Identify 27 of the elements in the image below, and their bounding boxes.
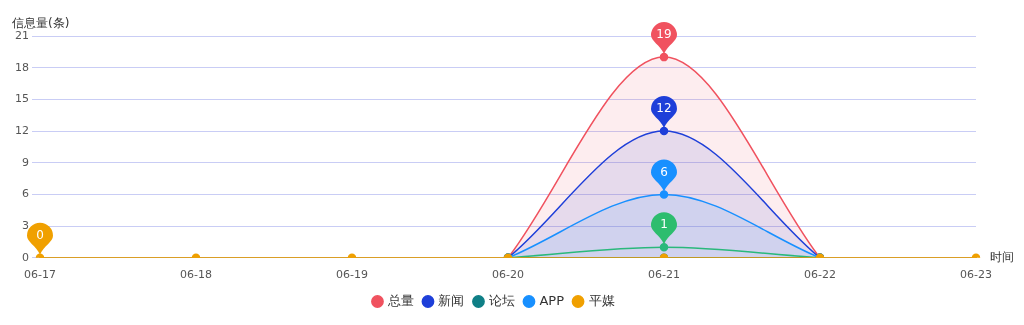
data-label: 6 [660, 164, 668, 179]
y-tick-label: 18 [15, 60, 29, 74]
y-tick-label: 15 [15, 92, 29, 106]
legend-label: 论坛 [488, 292, 515, 308]
y-tick-label: 9 [22, 155, 29, 169]
data-label: 19 [656, 27, 672, 42]
x-tick-label: 06-17 [24, 268, 56, 282]
x-tick-label: 06-18 [180, 268, 212, 282]
x-tick-label: 06-20 [492, 268, 524, 282]
x-tick-label: 06-22 [804, 268, 836, 282]
legend-label: 平媒 [588, 292, 615, 308]
y-tick-label: 3 [22, 218, 29, 232]
data-label: 12 [656, 101, 672, 116]
legend-label: APP [539, 292, 565, 308]
y-tick-label: 6 [22, 187, 29, 201]
legend-label: 新闻 [438, 292, 465, 308]
x-tick-label: 06-21 [648, 268, 680, 282]
y-axis-title: 信息量(条) [12, 16, 70, 31]
legend-label: 总量 [386, 292, 414, 308]
data-label: 1 [660, 217, 668, 232]
data-label: 0 [36, 227, 44, 242]
y-tick-label: 21 [15, 28, 29, 42]
y-tick-label: 12 [15, 123, 29, 137]
x-tick-label: 06-19 [336, 268, 368, 282]
y-tick-label: 0 [22, 250, 29, 264]
x-axis-title: 时间 [990, 249, 1014, 264]
x-tick-label: 06-23 [960, 268, 992, 282]
